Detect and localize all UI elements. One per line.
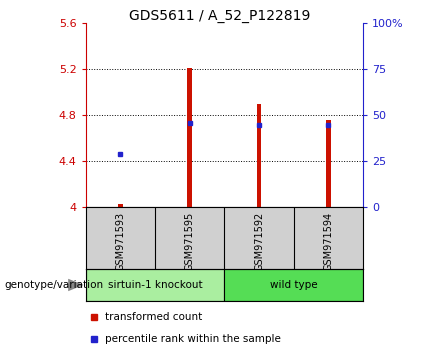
Text: GSM971593: GSM971593 [115,212,125,271]
Text: transformed count: transformed count [105,312,202,322]
Text: GSM971595: GSM971595 [185,212,195,271]
Bar [86,269,224,301]
Text: sirtuin-1 knockout: sirtuin-1 knockout [108,280,202,290]
Bar [257,103,261,207]
Text: wild type: wild type [270,280,318,290]
Text: GSM971592: GSM971592 [254,212,264,271]
Text: GSM971594: GSM971594 [323,212,334,271]
Bar [118,204,123,207]
Text: genotype/variation: genotype/variation [4,280,103,290]
Bar [326,120,331,207]
Text: percentile rank within the sample: percentile rank within the sample [105,334,281,344]
Bar [187,68,192,207]
Polygon shape [68,279,84,291]
Bar [224,269,363,301]
Text: GDS5611 / A_52_P122819: GDS5611 / A_52_P122819 [129,9,311,23]
